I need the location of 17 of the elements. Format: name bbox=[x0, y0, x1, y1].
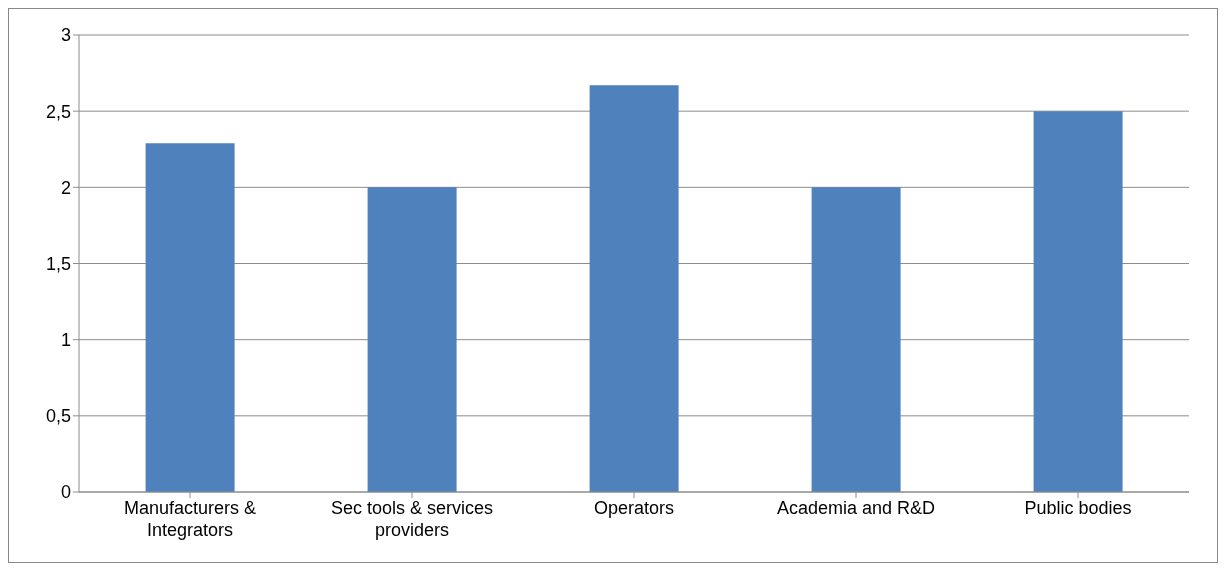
y-tick-label: 0 bbox=[60, 482, 71, 503]
bar bbox=[145, 143, 235, 492]
x-tick-label: Public bodies bbox=[1024, 498, 1132, 518]
x-tick-label: Manufacturers & Integrators bbox=[123, 498, 257, 540]
x-tick-label: Academia and R&D bbox=[776, 498, 936, 518]
y-tick-label: 2 bbox=[60, 177, 71, 198]
y-tick-label: 0,5 bbox=[45, 406, 71, 427]
bar bbox=[367, 187, 457, 492]
y-tick-label: 2,5 bbox=[45, 101, 71, 122]
bar bbox=[589, 85, 679, 492]
bar bbox=[811, 187, 901, 492]
y-tick-label: 3 bbox=[60, 25, 71, 46]
y-tick-label: 1 bbox=[60, 330, 71, 351]
bar bbox=[1033, 111, 1123, 492]
x-tick-label: Sec tools & services providers bbox=[330, 498, 494, 540]
y-tick-label: 1,5 bbox=[45, 253, 71, 274]
x-tick-label: Operators bbox=[593, 498, 675, 518]
